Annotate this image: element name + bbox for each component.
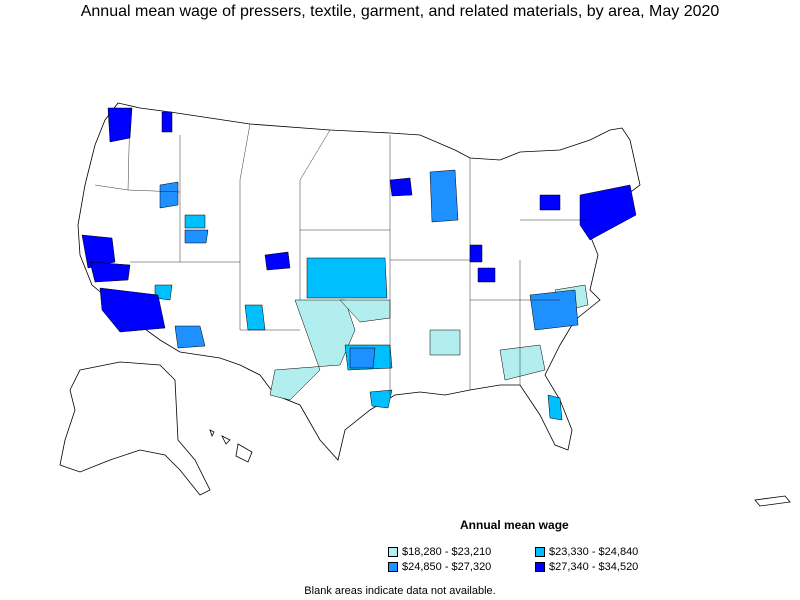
legend-item-2: $23,330 - $24,840 (535, 546, 638, 558)
region-kansas (306, 257, 388, 299)
legend-swatch-1 (388, 547, 398, 557)
region-minneapolis (389, 177, 413, 197)
legend-title: Annual mean wage (460, 518, 569, 532)
region-pennsylvania (539, 194, 561, 211)
region-michigan (429, 169, 459, 223)
legend-label-3: $24,850 - $27,320 (402, 561, 492, 573)
region-houston (369, 389, 393, 409)
region-bay-area (81, 234, 116, 269)
region-idaho (184, 214, 206, 229)
region-new-mexico (244, 304, 266, 331)
region-texas-west (269, 299, 356, 401)
region-utah (184, 229, 209, 244)
region-northeast (579, 184, 637, 241)
legend-label-4: $27,340 - $34,520 (549, 561, 639, 573)
region-chicago (469, 244, 483, 263)
legend-swatch-3 (388, 562, 398, 572)
region-mississippi (429, 329, 461, 356)
legend-item-1: $18,280 - $23,210 (388, 546, 491, 558)
contiguous-us-outline (77, 102, 641, 461)
region-ohio (477, 267, 496, 283)
footnote: Blank areas indicate data not available. (304, 585, 496, 597)
hawaii-outline (209, 429, 253, 463)
region-southeast (499, 344, 546, 381)
region-arizona (174, 325, 206, 349)
region-washington (107, 107, 133, 143)
region-colorado (154, 284, 173, 301)
region-spokane (161, 111, 173, 133)
region-louisiana (349, 347, 376, 369)
region-carolinas (529, 289, 579, 331)
alaska-outline (59, 361, 211, 496)
state-lines (94, 107, 590, 395)
legend-swatch-4 (535, 562, 545, 572)
puerto-rico-outline (754, 495, 791, 507)
legend-item-4: $27,340 - $34,520 (535, 561, 638, 573)
map-title: Annual mean wage of pressers, textile, g… (80, 3, 720, 20)
legend-swatch-2 (535, 547, 545, 557)
region-california-central (89, 261, 131, 283)
region-los-angeles (99, 287, 166, 333)
colored-regions (81, 107, 637, 421)
region-florida (547, 394, 563, 421)
legend-label-1: $18,280 - $23,210 (402, 546, 492, 558)
legend-label-2: $23,330 - $24,840 (549, 546, 639, 558)
legend-item-3: $24,850 - $27,320 (388, 561, 491, 573)
region-denver (264, 251, 291, 271)
region-oregon (159, 181, 179, 209)
